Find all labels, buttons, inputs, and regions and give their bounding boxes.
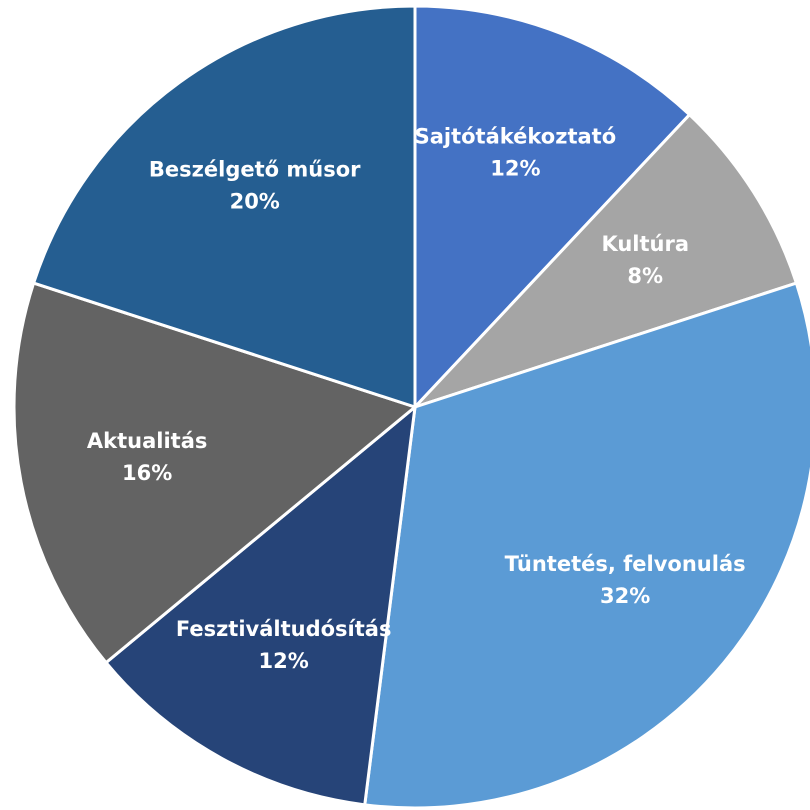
slice-label: Tüntetés, felvonulás [505,552,746,576]
slice-label: Beszélgető műsor [149,157,361,181]
slice-value-label: 20% [230,189,280,213]
pie-slice [12,281,419,665]
slice-value-label: 12% [259,649,309,673]
pie-slice [31,4,417,410]
pie-slice [413,4,692,411]
pie-slice [413,112,799,409]
slice-value-label: 32% [600,584,650,608]
slice-value-label: 8% [627,264,663,288]
slice-label: Fesztiváltudósítás [176,617,392,641]
slice-label: Kultúra [601,232,689,256]
slice-value-label: 16% [122,461,172,485]
slice-label: Sajtótákékoztató [415,124,617,148]
slice-value-label: 12% [490,156,540,180]
pie-slice [363,281,810,810]
slice-label: Aktualitás [87,429,207,453]
pie-slice [103,403,417,807]
